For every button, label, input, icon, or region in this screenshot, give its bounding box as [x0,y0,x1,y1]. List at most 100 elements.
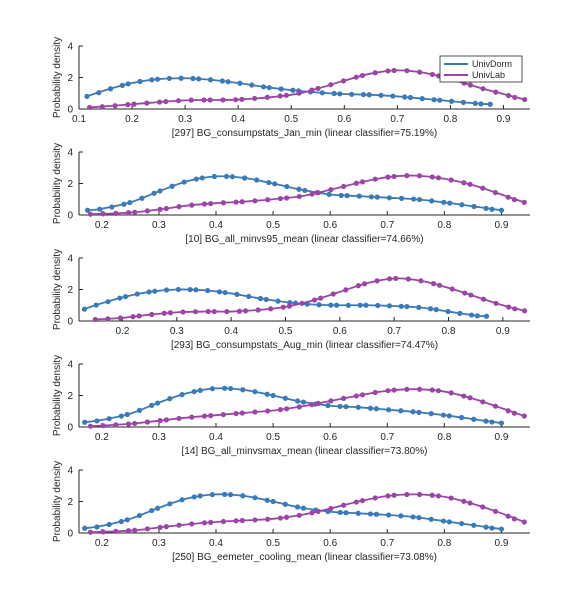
data-point-univlab [144,208,151,214]
x-tick-label: 0.3 [152,220,166,231]
data-point-univdorm [449,98,455,104]
data-point-univdorm [179,497,185,503]
data-point-univlab [359,72,366,79]
data-point-univdorm [440,518,447,524]
data-point-univdorm [378,92,384,98]
y-tick-label: 2 [67,285,73,296]
data-point-univdorm [124,411,130,418]
data-point-univdorm [398,408,404,414]
data-point-univdorm [328,302,334,308]
data-point-univlab [208,200,214,207]
x-tick-label: 0.9 [495,220,509,231]
data-point-univdorm [386,303,393,309]
chart-panel-1: 0.1 0.2 0.3 0.4 0.5 0.6 0.7 0.8 0.9 0 2 4 Probabilit… [52,37,530,139]
data-point-univdorm [81,306,88,312]
data-point-univdorm [284,183,290,190]
data-point-univdorm [167,501,173,507]
data-point-univdorm [197,493,203,499]
data-point-univdorm [82,419,88,425]
x-tick-label: 0.9 [495,432,509,443]
data-point-univdorm [151,190,157,196]
data-point-univlab [341,183,347,190]
data-point-univdorm [266,179,272,186]
x-tick-label: 0.8 [442,326,456,337]
data-point-univdorm [106,416,112,422]
data-point-univdorm [163,287,170,293]
data-point-univdorm [178,75,184,81]
data-point-univlab [467,181,473,187]
data-point-univlab [144,526,151,532]
data-point-univlab [87,104,93,111]
data-point-univdorm [193,287,199,293]
x-tick-label: 0.9 [496,326,510,337]
data-point-univlab [207,97,213,103]
x-tick-label: 0.7 [380,220,394,231]
data-point-univdorm [431,97,437,103]
data-point-univlab [340,78,347,84]
data-point-univdorm [386,195,393,201]
data-point-univdorm [222,289,228,296]
data-point-univdorm [458,520,465,527]
y-tick-label: 4 [67,148,73,159]
data-point-univdorm [345,302,351,308]
data-point-univdorm [294,504,301,510]
data-point-univlab [242,308,249,314]
data-point-univlab [512,306,518,312]
data-point-univdorm [302,187,308,194]
data-point-univlab [437,282,443,288]
x-tick-label: 0.9 [497,114,511,125]
data-point-univlab [125,421,132,427]
data-point-univlab [149,311,155,318]
data-point-univdorm [404,303,410,310]
data-point-univdorm [146,289,152,295]
data-point-univlab [461,498,467,504]
data-point-univdorm [82,525,88,531]
data-point-univlab [315,400,321,407]
data-point-univlab [268,306,274,312]
data-point-univlab [315,190,321,196]
series-line-univdorm [84,387,502,424]
data-point-univlab [112,103,118,109]
data-point-univlab [521,519,527,525]
data-point-univdorm [290,87,296,93]
data-point-univlab [236,308,243,314]
x-axis-label: [14] BG_all_minvsmax_mean (linear classi… [182,446,428,457]
data-point-univdorm [489,419,495,425]
data-point-univlab [180,309,186,315]
data-point-univdorm [407,94,414,101]
data-point-univdorm [84,207,91,213]
data-point-univlab [449,286,455,292]
data-point-univdorm [149,507,155,514]
data-point-univdorm [489,525,495,531]
chart-panel-2: 0.2 0.3 0.4 0.5 0.6 0.7 0.8 0.9 0 2 4 Probability d… [52,143,530,245]
data-point-univdorm [136,407,143,413]
data-point-univlab [416,386,423,392]
data-point-univdorm [152,288,158,294]
data-point-univdorm [398,195,405,201]
data-point-univlab [492,403,499,409]
data-point-univlab [355,283,361,289]
y-tick-label: 2 [67,73,73,84]
data-point-univlab [353,180,359,186]
data-point-univlab [252,95,258,102]
data-point-univdorm [337,509,343,516]
data-point-univlab [265,516,271,522]
data-point-univlab [189,414,195,420]
data-point-univdorm [337,91,343,97]
data-point-univdorm [191,388,197,395]
y-tick-label: 4 [67,360,73,371]
x-tick-label: 0.5 [284,114,298,125]
data-point-univlab [374,278,380,284]
data-point-univlab [100,211,106,217]
x-tick-label: 0.2 [95,538,109,549]
data-point-univlab [233,199,239,205]
data-point-univlab [467,500,473,506]
data-point-univlab [391,173,397,180]
data-point-univlab [480,185,486,191]
data-point-univlab [385,68,391,74]
x-tick-label: 0.5 [266,432,280,443]
data-point-univlab [435,388,442,394]
data-point-univdorm [483,418,489,424]
data-point-univdorm [197,387,203,393]
